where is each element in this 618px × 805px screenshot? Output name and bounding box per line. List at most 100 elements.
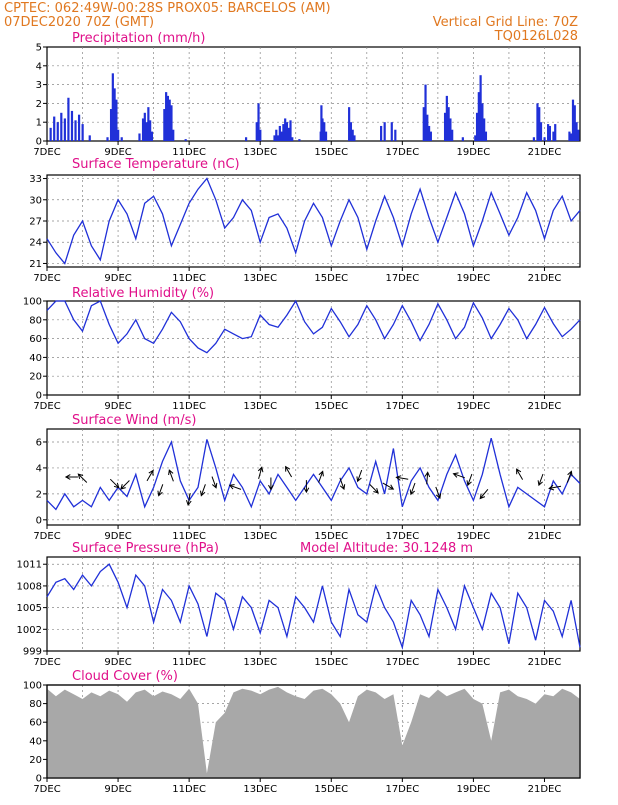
temperature-xtick-label: 17DEC [385,273,419,284]
precip-bar [145,122,148,141]
precipitation-ytick-label: 0 [36,137,42,148]
cloud-area [47,686,580,778]
precip-bar [539,122,543,141]
precipitation-ytick-label: 1 [36,118,42,129]
pressure-ytick-label: 1005 [17,603,42,614]
precip-bar [150,131,154,141]
wind-xtick-label: 15DEC [314,531,348,542]
precip-bar [284,118,287,141]
wind-arrow [395,475,409,481]
wind-ytick-label: 6 [36,437,42,448]
precip-bar [88,135,91,141]
precip-bar [280,131,283,141]
precip-bar [380,125,383,141]
precip-bar [538,107,541,141]
precip-bar [111,73,114,141]
temperature-xtick-label: 9DEC [104,273,131,284]
pressure-xtick-label: 9DEC [104,657,131,668]
precipitation-xtick-label: 15DEC [314,147,348,158]
precipitation-xtick-label: 7DEC [33,147,60,158]
precip-bar [474,135,477,141]
pressure-xtick-label: 7DEC [33,657,60,668]
wind-xtick-label: 21DEC [528,531,562,542]
precip-bar [532,137,536,141]
temperature-ytick-label: 30 [29,195,42,206]
wind-arrow [168,469,174,482]
wind-arrow [566,470,573,483]
wind-ytick-label: 2 [36,489,42,500]
pressure-ytick-label: 1008 [17,581,42,592]
precipitation-ytick-label: 4 [36,61,42,72]
wind-arrow [452,472,465,479]
precip-bar [166,95,170,141]
temperature-ytick-label: 33 [29,174,42,185]
precip-bar [275,129,278,141]
wind-arrow [146,469,154,482]
precip-bar [77,114,81,141]
humidity-ytick-label: 80 [29,315,42,326]
precip-bar [276,135,280,141]
precip-bar [163,109,166,141]
precip-bar [120,137,123,141]
precip-bar [170,105,173,141]
temperature-xtick-label: 19DEC [457,273,491,284]
humidity-xtick-label: 7DEC [33,401,60,412]
precip-bar [349,122,353,141]
precip-bar [571,99,575,141]
precip-bar [481,103,484,141]
cloud-cover-ytick-label: 100 [23,681,42,692]
wind-arrow [424,471,431,485]
pressure-title: Surface Pressure (hPa) [72,541,219,556]
pressure-panel: Surface Pressure (hPa) Model Altitude: 3… [17,541,581,668]
wind-arrow [77,473,88,483]
wind-title: Surface Wind (m/s) [72,413,196,428]
precip-bar [394,129,397,141]
wind-arrow [64,474,78,480]
precip-bar [244,137,248,141]
cloud-cover-ytick-label: 40 [29,736,42,747]
precip-bar [255,122,258,141]
humidity-ytick-label: 60 [29,334,42,345]
wind-xtick-label: 19DEC [457,531,491,542]
precip-bar [287,127,290,141]
cloud-cover-ytick-label: 0 [36,774,42,785]
precipitation-panel: Precipitation (mm/h) 0 1 2 3 4 5 7DEC 9DEC 11DEC… [33,31,581,158]
precip-bar [273,135,276,141]
wind-arrow [120,480,130,490]
humidity-xtick-label: 9DEC [104,401,131,412]
cloud-cover-title: Cloud Cover (%) [72,669,178,684]
precip-bar [353,135,356,141]
temperature-xtick-label: 21DEC [528,273,562,284]
wind-arrow [157,484,164,497]
precip-bar [577,129,580,141]
precip-bar [483,118,486,141]
precip-bar [554,124,557,141]
precip-bar [429,131,432,141]
humidity-xtick-label: 13DEC [243,401,277,412]
wind-panel: Surface Wind (m/s) 0 2 4 6 7DEC 9DEC 11DEC 13DE… [33,413,581,542]
humidity-xtick-label: 15DEC [314,401,348,412]
precipitation-ytick-label: 5 [36,43,42,54]
precip-bar [298,139,301,141]
wind-xtick-label: 7DEC [33,531,60,542]
precip-bar [321,118,324,141]
temperature-panel: Surface Temperature (nC) 21 24 27 30 33 7DEC 9… [29,157,581,284]
precip-bar [427,125,431,141]
humidity-xtick-label: 19DEC [457,401,491,412]
precip-bar [324,131,328,141]
cloud-cover-xtick-label: 7DEC [33,784,60,795]
precip-bar [383,122,386,141]
precip-bar [484,131,488,141]
cloud-cover-panel: Cloud Cover (%) 0 20 40 60 80 100 7DEC 9DEC 11DE… [23,669,581,795]
precip-bar [259,129,262,141]
pressure-ytick-label: 999 [23,647,42,658]
precip-bar [568,131,571,141]
precipitation-ytick-label: 2 [36,99,42,110]
precip-bar [475,112,479,141]
precipitation-xtick-label: 17DEC [385,147,419,158]
precip-bar [109,109,113,141]
wind-arrow [318,470,324,483]
wind-ytick-label: 4 [36,463,42,474]
humidity-xtick-label: 17DEC [385,401,419,412]
